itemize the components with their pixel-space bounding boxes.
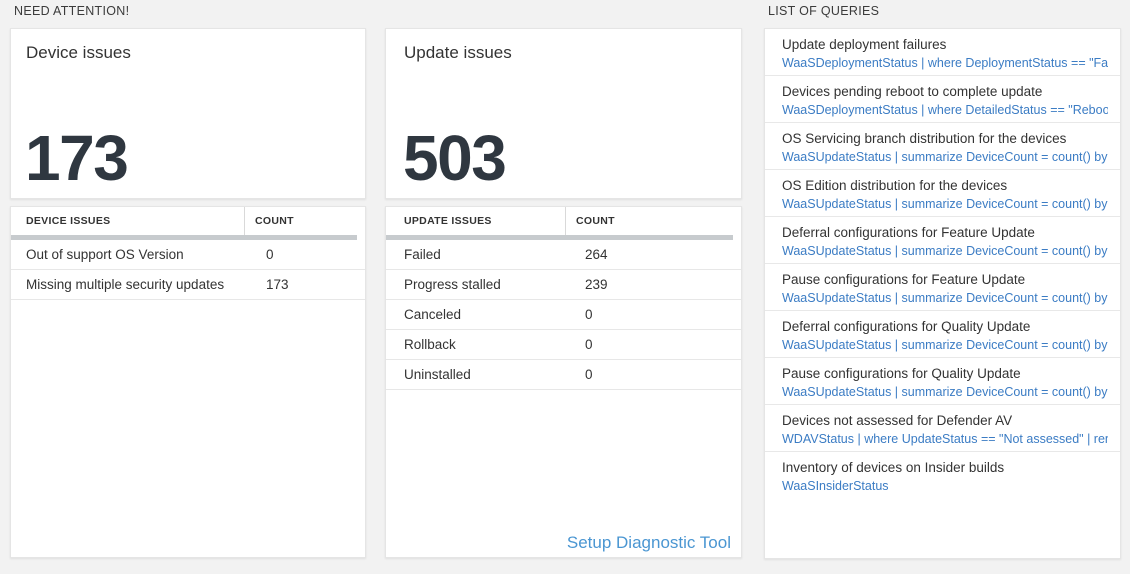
query-item[interactable]: Devices pending reboot to complete updat… bbox=[765, 76, 1120, 123]
query-text[interactable]: WaaSDeploymentStatus | where DeploymentS… bbox=[782, 56, 1108, 70]
query-item[interactable]: Inventory of devices on Insider builds W… bbox=[765, 452, 1120, 499]
row-count: 0 bbox=[585, 367, 593, 382]
query-text[interactable]: WaaSUpdateStatus | summarize DeviceCount… bbox=[782, 385, 1108, 399]
query-item[interactable]: Deferral configurations for Quality Upda… bbox=[765, 311, 1120, 358]
query-title: Inventory of devices on Insider builds bbox=[782, 460, 1005, 475]
row-label: Out of support OS Version bbox=[26, 247, 184, 262]
query-item[interactable]: Deferral configurations for Feature Upda… bbox=[765, 217, 1120, 264]
row-label: Missing multiple security updates bbox=[26, 277, 225, 292]
query-item[interactable]: Pause configurations for Quality Update … bbox=[765, 358, 1120, 405]
query-item[interactable]: Devices not assessed for Defender AV WDA… bbox=[765, 405, 1120, 452]
update-issues-table: UPDATE ISSUES COUNT Failed 264 Progress … bbox=[385, 206, 742, 558]
row-label: Uninstalled bbox=[404, 367, 471, 382]
table-row[interactable]: Uninstalled 0 bbox=[386, 360, 741, 390]
query-text[interactable]: WaaSUpdateStatus | summarize DeviceCount… bbox=[782, 150, 1108, 164]
query-text[interactable]: WaaSUpdateStatus | summarize DeviceCount… bbox=[782, 197, 1108, 211]
row-count: 0 bbox=[585, 307, 593, 322]
column-header-update-issues: UPDATE ISSUES bbox=[386, 207, 566, 235]
table-header-divider bbox=[386, 235, 733, 240]
device-issues-table-header: DEVICE ISSUES COUNT bbox=[11, 207, 365, 235]
query-text[interactable]: WaaSInsiderStatus bbox=[782, 479, 889, 493]
row-label: Rollback bbox=[404, 337, 456, 352]
query-text[interactable]: WaaSUpdateStatus | summarize DeviceCount… bbox=[782, 244, 1108, 258]
query-item[interactable]: OS Edition distribution for the devices … bbox=[765, 170, 1120, 217]
table-row[interactable]: Out of support OS Version 0 bbox=[11, 240, 365, 270]
query-title: Deferral configurations for Quality Upda… bbox=[782, 319, 1031, 334]
column-header-count: COUNT bbox=[255, 215, 294, 227]
query-title: Devices not assessed for Defender AV bbox=[782, 413, 1013, 428]
device-issues-count: 173 bbox=[25, 122, 129, 194]
column-header-device-issues: DEVICE ISSUES bbox=[11, 207, 245, 235]
device-issues-title: Device issues bbox=[26, 43, 131, 62]
table-row[interactable]: Canceled 0 bbox=[386, 300, 741, 330]
row-count: 0 bbox=[585, 337, 593, 352]
row-count: 239 bbox=[585, 277, 608, 292]
query-text[interactable]: WDAVStatus | where UpdateStatus == "Not … bbox=[782, 432, 1108, 446]
row-count: 0 bbox=[266, 247, 274, 262]
query-item[interactable]: Update deployment failures WaaSDeploymen… bbox=[765, 29, 1120, 76]
device-issues-table: DEVICE ISSUES COUNT Out of support OS Ve… bbox=[10, 206, 366, 558]
table-header-divider bbox=[11, 235, 357, 240]
query-title: Deferral configurations for Feature Upda… bbox=[782, 225, 1035, 240]
row-count: 173 bbox=[266, 277, 289, 292]
query-title: OS Edition distribution for the devices bbox=[782, 178, 1008, 193]
row-count: 264 bbox=[585, 247, 608, 262]
row-label: Progress stalled bbox=[404, 277, 501, 292]
table-row[interactable]: Failed 264 bbox=[386, 240, 741, 270]
setup-diagnostic-tool-link[interactable]: Setup Diagnostic Tool bbox=[566, 533, 731, 552]
table-row[interactable]: Progress stalled 239 bbox=[386, 270, 741, 300]
query-title: Pause configurations for Quality Update bbox=[782, 366, 1021, 381]
query-title: Devices pending reboot to complete updat… bbox=[782, 84, 1043, 99]
query-title: OS Servicing branch distribution for the… bbox=[782, 131, 1067, 146]
table-row[interactable]: Missing multiple security updates 173 bbox=[11, 270, 365, 300]
device-issues-tile[interactable]: Device issues 173 bbox=[10, 28, 366, 199]
query-text[interactable]: WaaSUpdateStatus | summarize DeviceCount… bbox=[782, 338, 1108, 352]
row-label: Failed bbox=[404, 247, 441, 262]
table-row[interactable]: Rollback 0 bbox=[386, 330, 741, 360]
query-item[interactable]: Pause configurations for Feature Update … bbox=[765, 264, 1120, 311]
update-issues-tile[interactable]: Update issues 503 bbox=[385, 28, 742, 199]
update-issues-count: 503 bbox=[403, 122, 507, 194]
update-issues-table-header: UPDATE ISSUES COUNT bbox=[386, 207, 741, 235]
query-title: Update deployment failures bbox=[782, 37, 947, 52]
update-issues-title: Update issues bbox=[404, 43, 512, 62]
query-text[interactable]: WaaSDeploymentStatus | where DetailedSta… bbox=[782, 103, 1108, 117]
query-item[interactable]: OS Servicing branch distribution for the… bbox=[765, 123, 1120, 170]
list-of-queries-section-label: LIST OF QUERIES bbox=[768, 4, 880, 18]
query-text[interactable]: WaaSUpdateStatus | summarize DeviceCount… bbox=[782, 291, 1108, 305]
list-of-queries-panel: Update deployment failures WaaSDeploymen… bbox=[764, 28, 1121, 559]
column-header-count: COUNT bbox=[576, 215, 615, 227]
query-title: Pause configurations for Feature Update bbox=[782, 272, 1026, 287]
row-label: Canceled bbox=[404, 307, 462, 322]
need-attention-section-label: NEED ATTENTION! bbox=[14, 4, 130, 18]
